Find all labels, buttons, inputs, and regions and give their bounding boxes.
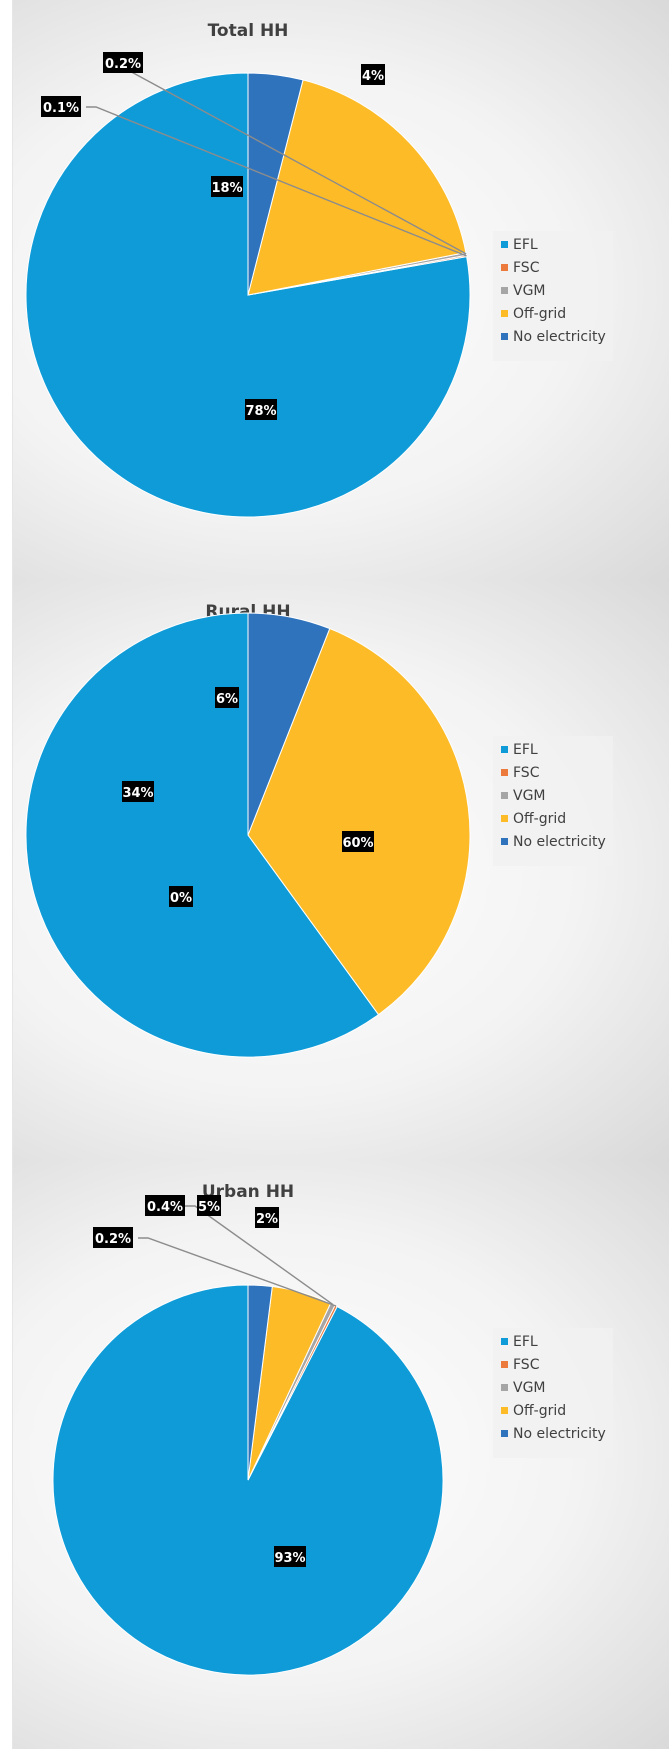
legend-label-efl: EFL (513, 742, 538, 758)
legend-label-fsc: FSC (513, 1357, 540, 1373)
data-label-box (93, 1227, 133, 1248)
legend-label-vgm: VGM (513, 1380, 546, 1396)
legend-label-off-grid: Off-grid (513, 306, 566, 322)
legend-swatch-fsc (501, 769, 508, 776)
legend-label-fsc: FSC (513, 765, 540, 781)
pie-chart-svg: Urban HH 93% 0.2% 0.4% 5% 2% EFL FSC VGM Off-grid… (52, 1182, 613, 1676)
leader-line-vgm (185, 1205, 334, 1305)
data-label-fsc: 0% (170, 891, 192, 906)
legend-label-off-grid: Off-grid (513, 1403, 566, 1419)
data-label-vgm: 0.4% (147, 1200, 183, 1215)
pie-slice-no-electricity (247, 612, 331, 836)
legend-label-no-electricity: No electricity (513, 834, 606, 850)
legend-swatch-off-grid (501, 310, 508, 317)
legend-swatch-no-electricity (501, 1430, 508, 1437)
pie-chart-total-hh: Total HH 78% 0.1% 0.2% 18% 4% EFL FSC VGM Off-gri… (12, 0, 669, 580)
chart-title: Urban HH (202, 1182, 294, 1202)
legend-swatch-no-electricity (501, 333, 508, 340)
data-label-no-electricity: 6% (216, 692, 238, 707)
data-label-off-grid: 18% (211, 181, 242, 196)
legend-swatch-efl (501, 746, 508, 753)
legend-swatch-off-grid (501, 815, 508, 822)
pie-chart-svg: Total HH 78% 0.1% 0.2% 18% 4% EFL FSC VGM Off-gri… (25, 21, 613, 518)
legend-label-vgm: VGM (513, 283, 546, 299)
data-label-box (255, 1207, 279, 1228)
legend-label-no-electricity: No electricity (513, 1426, 606, 1442)
pie-chart-rural-hh: Rural HH 60% 0% 34% 6% EFL FSC VGM Off-grid No el… (12, 580, 669, 1160)
legend-swatch-vgm (501, 287, 508, 294)
pie-slice-efl (25, 612, 380, 1058)
pie-slice-no-electricity (247, 72, 304, 296)
chart-title: Total HH (208, 21, 289, 41)
legend-swatch-no-electricity (501, 838, 508, 845)
data-label-efl: 93% (274, 1551, 305, 1566)
data-label-efl: 60% (342, 836, 373, 851)
data-label-off-grid: 34% (122, 786, 153, 801)
data-label-box (41, 96, 81, 117)
legend-label-efl: EFL (513, 1334, 538, 1350)
data-label-off-grid: 5% (198, 1200, 220, 1215)
data-label-no-electricity: 4% (362, 69, 384, 84)
data-label-box (103, 52, 143, 73)
pie-slice-efl (25, 72, 471, 518)
pie-chart-urban-hh: Urban HH 93% 0.2% 0.4% 5% 2% EFL FSC VGM Off-grid… (12, 1160, 669, 1749)
legend-label-efl: EFL (513, 237, 538, 253)
data-label-fsc: 0.1% (43, 101, 79, 116)
legend-label-vgm: VGM (513, 788, 546, 804)
chart-legend: EFL FSC VGM Off-grid No electricity (493, 736, 613, 866)
data-label-no-electricity: 2% (256, 1212, 278, 1227)
data-label-efl: 78% (245, 404, 276, 419)
data-label-box (245, 399, 277, 420)
data-label-box (361, 64, 385, 85)
data-label-box (274, 1546, 306, 1567)
legend-label-off-grid: Off-grid (513, 811, 566, 827)
pie-slice-no-electricity (247, 1284, 273, 1481)
legend-swatch-fsc (501, 1361, 508, 1368)
data-label-box (145, 1195, 185, 1216)
pie-slice-off-grid (247, 79, 467, 296)
chart-legend: EFL FSC VGM Off-grid No electricity (493, 231, 613, 361)
data-label-box (215, 687, 239, 708)
legend-label-fsc: FSC (513, 260, 540, 276)
leader-line-fsc (138, 1237, 337, 1307)
legend-swatch-fsc (501, 264, 508, 271)
data-label-box (122, 781, 154, 802)
data-label-fsc: 0.2% (95, 1232, 131, 1247)
leader-line-fsc (86, 106, 467, 257)
data-label-box (197, 1195, 221, 1216)
legend-label-no-electricity: No electricity (513, 329, 606, 345)
pie-slice-off-grid (247, 627, 471, 1016)
legend-swatch-vgm (501, 1384, 508, 1391)
data-label-box (342, 831, 374, 852)
legend-swatch-efl (501, 1338, 508, 1345)
data-label-box (211, 176, 243, 197)
data-label-vgm: 0.2% (105, 57, 141, 72)
chart-legend: EFL FSC VGM Off-grid No electricity (493, 1328, 613, 1458)
data-label-box (169, 886, 193, 907)
legend-swatch-efl (501, 241, 508, 248)
legend-swatch-vgm (501, 792, 508, 799)
legend-swatch-off-grid (501, 1407, 508, 1414)
